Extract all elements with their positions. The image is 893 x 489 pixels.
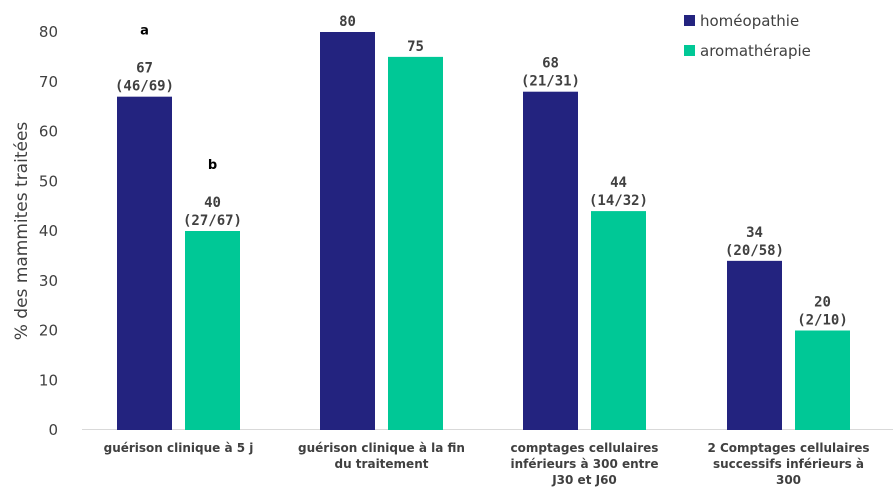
- category-label: guérison clinique à la fin: [298, 441, 465, 455]
- significance-letter: b: [208, 158, 217, 173]
- data-label: (27/67): [183, 213, 242, 229]
- bar-aromatherapie: [388, 56, 443, 430]
- bar-homeopathie: [320, 32, 375, 430]
- category-label: guérison clinique à 5 j: [104, 441, 254, 455]
- legend-swatch: [684, 15, 695, 26]
- y-tick-label: 10: [39, 371, 58, 389]
- bar-aromatherapie: [591, 211, 646, 430]
- bar-homeopathie: [727, 260, 782, 430]
- data-label: 44: [610, 175, 627, 191]
- data-label: 34: [746, 225, 763, 241]
- category-label: J30 et J60: [551, 473, 617, 487]
- y-tick-label: 70: [39, 73, 58, 91]
- bar-aromatherapie: [185, 231, 240, 430]
- data-label: 67: [136, 61, 153, 77]
- data-label: (2/10): [797, 313, 848, 329]
- legend-label: aromathérapie: [700, 42, 811, 60]
- annotations: ab: [140, 24, 217, 173]
- y-tick-label: 40: [39, 222, 58, 240]
- data-label: (21/31): [521, 74, 580, 90]
- data-label: 68: [542, 56, 559, 72]
- bar-series: [117, 32, 850, 431]
- category-label: 300: [776, 473, 801, 487]
- data-labels: 67 (46/69) 80 68 (21/31) 34 (20/58) 40 (27/67) 75…: [115, 14, 848, 329]
- y-tick-label: 0: [48, 421, 58, 439]
- y-tick-label: 20: [39, 322, 58, 340]
- category-label: inférieurs à 300 entre: [511, 457, 659, 471]
- bar-homeopathie: [523, 91, 578, 430]
- data-label: 75: [407, 39, 424, 55]
- y-tick-label: 80: [39, 23, 58, 41]
- data-label: (14/32): [589, 193, 648, 209]
- legend: homéopathie aromathérapie: [684, 12, 811, 60]
- bar-aromatherapie: [795, 330, 850, 430]
- data-label: (46/69): [115, 79, 174, 95]
- data-label: 40: [204, 195, 221, 211]
- data-label: (20/58): [725, 243, 784, 259]
- category-label: successifs inférieurs à: [713, 457, 864, 471]
- data-label: 20: [814, 295, 831, 311]
- data-label: 80: [339, 14, 356, 30]
- category-label: du traitement: [335, 457, 429, 471]
- significance-letter: a: [140, 24, 149, 39]
- bar-homeopathie: [117, 96, 172, 431]
- legend-label: homéopathie: [700, 12, 799, 30]
- category-label: comptages cellulaires: [511, 441, 659, 455]
- y-tick-label: 50: [39, 172, 58, 190]
- y-tick-label: 30: [39, 272, 58, 290]
- y-tick-label: 60: [39, 123, 58, 141]
- y-axis-ticks: 0 10 20 30 40 50 60 70 80: [39, 23, 58, 439]
- legend-swatch: [684, 45, 695, 56]
- category-labels: guérison clinique à 5 j guérison clinique…: [104, 441, 870, 487]
- y-axis-title: % des mammites traitées: [12, 122, 32, 341]
- category-label: 2 Comptages cellulaires: [707, 441, 869, 455]
